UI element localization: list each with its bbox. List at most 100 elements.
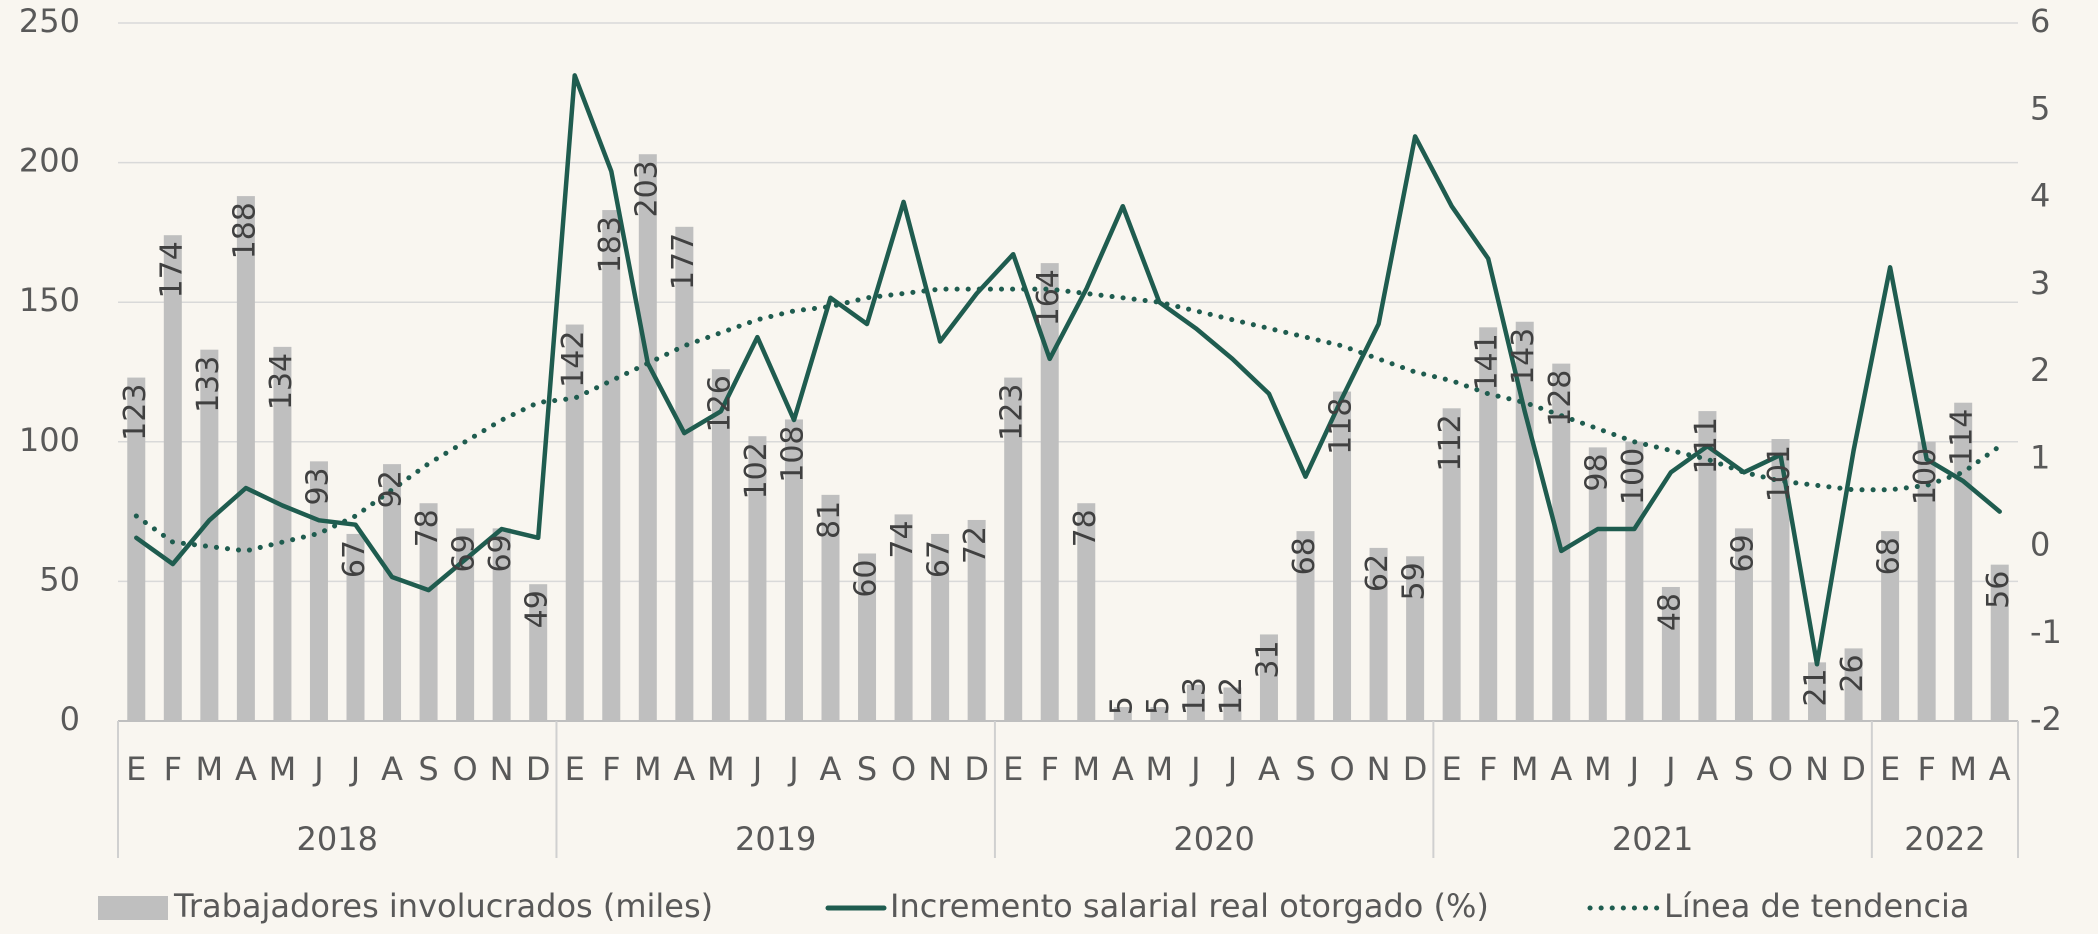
y2-tick-label: 4 [2030, 177, 2050, 215]
value-label: 123 [118, 384, 153, 441]
x-tick-label: J [312, 750, 323, 788]
x-tick-label: A [381, 750, 403, 788]
bar [1041, 263, 1059, 721]
x-tick-label: M [707, 750, 735, 788]
x-tick-label: J [751, 750, 762, 788]
value-label: 26 [1835, 654, 1870, 692]
x-tick-label: S [1295, 750, 1315, 788]
x-tick-label: A [1696, 750, 1718, 788]
x-tick-label: O [1329, 750, 1354, 788]
value-label: 177 [666, 233, 701, 290]
value-label: 59 [1397, 562, 1432, 600]
x-tick-label: E [565, 750, 585, 788]
x-tick-label: O [891, 750, 916, 788]
value-label: 111 [1689, 417, 1724, 474]
x-tick-label: A [235, 750, 257, 788]
value-label: 74 [885, 520, 920, 558]
bar [237, 196, 255, 721]
x-tick-label: A [1550, 750, 1572, 788]
y2-tick-label: 2 [2030, 351, 2050, 389]
value-label: 101 [1762, 445, 1797, 502]
y-tick-label: 200 [19, 142, 80, 180]
bar [602, 210, 620, 721]
legend-label: Línea de tendencia [1664, 887, 1970, 925]
value-label: 67 [337, 540, 372, 578]
x-tick-label: N [490, 750, 514, 788]
value-label: 100 [1908, 448, 1943, 505]
value-label: 203 [629, 160, 664, 217]
y2-tick-label: 5 [2030, 89, 2050, 127]
y-tick-label: 0 [60, 700, 80, 738]
y-tick-label: 100 [19, 421, 80, 459]
y2-tick-label: 1 [2030, 438, 2050, 476]
x-tick-label: F [164, 750, 182, 788]
value-label: 164 [1031, 269, 1066, 326]
group-label: 2019 [735, 820, 816, 858]
x-tick-label: A [1258, 750, 1280, 788]
value-label: 67 [922, 540, 957, 578]
value-label: 174 [154, 241, 189, 298]
x-tick-label: E [1003, 750, 1023, 788]
x-tick-label: N [928, 750, 952, 788]
x-tick-label: N [1367, 750, 1391, 788]
value-label: 5 [1104, 696, 1139, 715]
value-label: 128 [1543, 370, 1578, 427]
y2-tick-label: -1 [2030, 613, 2062, 651]
x-tick-label: J [1189, 750, 1200, 788]
x-tick-label: J [349, 750, 360, 788]
x-tick-label: O [453, 750, 478, 788]
value-label: 183 [593, 216, 628, 273]
bar [675, 227, 693, 721]
value-label: 5 [1141, 696, 1176, 715]
value-label: 62 [1360, 554, 1395, 592]
value-label: 118 [1324, 398, 1359, 455]
group-label: 2022 [1904, 820, 1985, 858]
x-tick-label: S [1734, 750, 1754, 788]
group-label: 2020 [1173, 820, 1254, 858]
x-tick-label: M [1511, 750, 1539, 788]
x-tick-label: M [1072, 750, 1100, 788]
value-label: 21 [1799, 668, 1834, 706]
value-label: 142 [556, 331, 591, 388]
x-tick-label: F [1479, 750, 1497, 788]
value-label: 78 [410, 509, 445, 547]
value-label: 98 [1579, 453, 1614, 491]
x-tick-label: F [1041, 750, 1059, 788]
value-label: 188 [227, 202, 262, 259]
legend-label: Trabajadores involucrados (miles) [173, 887, 713, 925]
value-label: 114 [1945, 409, 1980, 466]
value-label: 49 [520, 590, 555, 628]
x-tick-label: J [1628, 750, 1639, 788]
value-label: 126 [702, 375, 737, 432]
value-label: 141 [1470, 333, 1505, 390]
value-label: 133 [191, 356, 226, 413]
x-tick-label: D [526, 750, 551, 788]
value-label: 102 [739, 442, 774, 499]
value-label: 60 [849, 559, 884, 597]
value-label: 68 [1287, 537, 1322, 575]
value-label: 78 [1068, 509, 1103, 547]
value-label: 81 [812, 501, 847, 539]
x-tick-label: E [1442, 750, 1462, 788]
x-tick-label: O [1768, 750, 1793, 788]
value-label: 13 [1177, 677, 1212, 715]
value-label: 69 [1725, 534, 1760, 572]
x-tick-label: F [602, 750, 620, 788]
x-tick-label: S [857, 750, 877, 788]
value-label: 12 [1214, 677, 1249, 715]
legend-label: Incremento salarial real otorgado (%) [890, 887, 1489, 925]
group-label: 2021 [1612, 820, 1693, 858]
value-label: 92 [374, 470, 409, 508]
bar [164, 235, 182, 721]
value-label: 108 [775, 425, 810, 482]
value-label: 69 [447, 534, 482, 572]
x-tick-label: S [418, 750, 438, 788]
value-label: 123 [995, 384, 1030, 441]
x-tick-label: A [673, 750, 695, 788]
group-label: 2018 [297, 820, 378, 858]
x-tick-label: J [787, 750, 798, 788]
x-tick-label: M [1949, 750, 1977, 788]
x-tick-label: D [1841, 750, 1866, 788]
x-tick-label: J [1226, 750, 1237, 788]
x-tick-label: M [1584, 750, 1612, 788]
